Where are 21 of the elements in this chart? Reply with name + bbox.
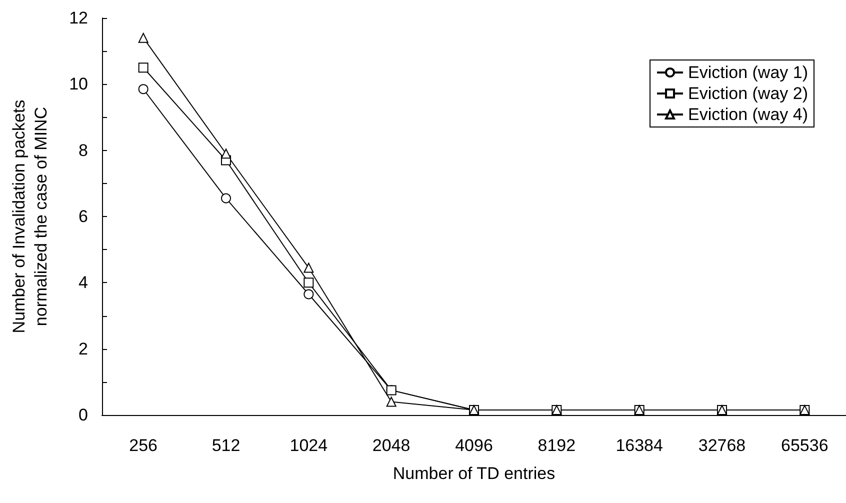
y-tick-label: 10 <box>69 74 88 94</box>
y-tick-label: 2 <box>78 339 88 358</box>
x-tick-label: 16384 <box>616 436 663 455</box>
x-axis-title: Number of TD entries <box>392 464 556 483</box>
y-tick-label: 12 <box>69 8 88 28</box>
x-tick-label: 65536 <box>781 436 828 455</box>
y-tick-label: 4 <box>78 273 88 292</box>
x-tick-label: 4096 <box>455 436 493 455</box>
y-tick-label: 6 <box>78 207 88 226</box>
legend-label: Eviction (way 4) <box>688 105 808 124</box>
y-tick-label: 0 <box>78 406 88 424</box>
y-tick-label: 8 <box>78 140 88 160</box>
x-tick-label: 512 <box>212 436 240 455</box>
legend-label: Eviction (way 1) <box>688 63 808 82</box>
x-tick-label: 256 <box>129 436 158 455</box>
legend-label: Eviction (way 2) <box>688 84 808 103</box>
x-tick-label: 2048 <box>372 436 410 455</box>
x-tick-label: 1024 <box>290 436 328 455</box>
x-tick-label: 8192 <box>538 436 576 455</box>
x-tick-label: 32768 <box>698 436 746 455</box>
y-axis-title: Number of Invalidation packets normalized the case of MINC <box>10 100 50 334</box>
